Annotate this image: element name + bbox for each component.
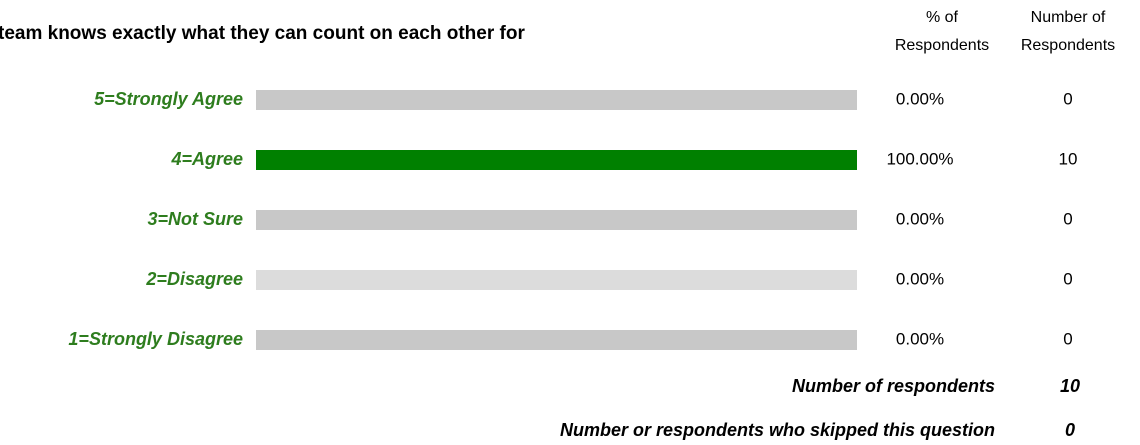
bar-track [256, 270, 857, 290]
percent-label: 0.00% [896, 209, 944, 228]
category-label: 5=Strongly Agree [94, 89, 243, 109]
summary-value: 0 [1065, 420, 1075, 440]
count-label: 0 [1063, 329, 1072, 348]
bar [256, 150, 857, 170]
count-label: 0 [1063, 269, 1072, 288]
category-label: 2=Disagree [145, 269, 243, 289]
summary-label: Number of respondents [792, 376, 995, 396]
percent-label: 0.00% [896, 269, 944, 288]
count-label: 0 [1063, 209, 1072, 228]
summary-label: Number or respondents who skipped this q… [560, 420, 995, 440]
bar-track [256, 330, 857, 350]
chart-title: team knows exactly what they can count o… [0, 23, 525, 44]
column-header: Number of [1031, 9, 1106, 26]
bar-track [256, 210, 857, 230]
column-header: Respondents [1021, 37, 1115, 54]
count-label: 10 [1059, 149, 1078, 168]
percent-label: 100.00% [886, 149, 953, 168]
category-label: 3=Not Sure [147, 209, 243, 229]
percent-label: 0.00% [896, 89, 944, 108]
percent-label: 0.00% [896, 329, 944, 348]
category-label: 1=Strongly Disagree [68, 329, 243, 349]
category-label: 4=Agree [170, 149, 243, 169]
bar-track [256, 90, 857, 110]
column-header: Respondents [895, 37, 989, 54]
count-label: 0 [1063, 89, 1072, 108]
column-header: % of [926, 9, 959, 26]
summary-value: 10 [1060, 376, 1080, 396]
